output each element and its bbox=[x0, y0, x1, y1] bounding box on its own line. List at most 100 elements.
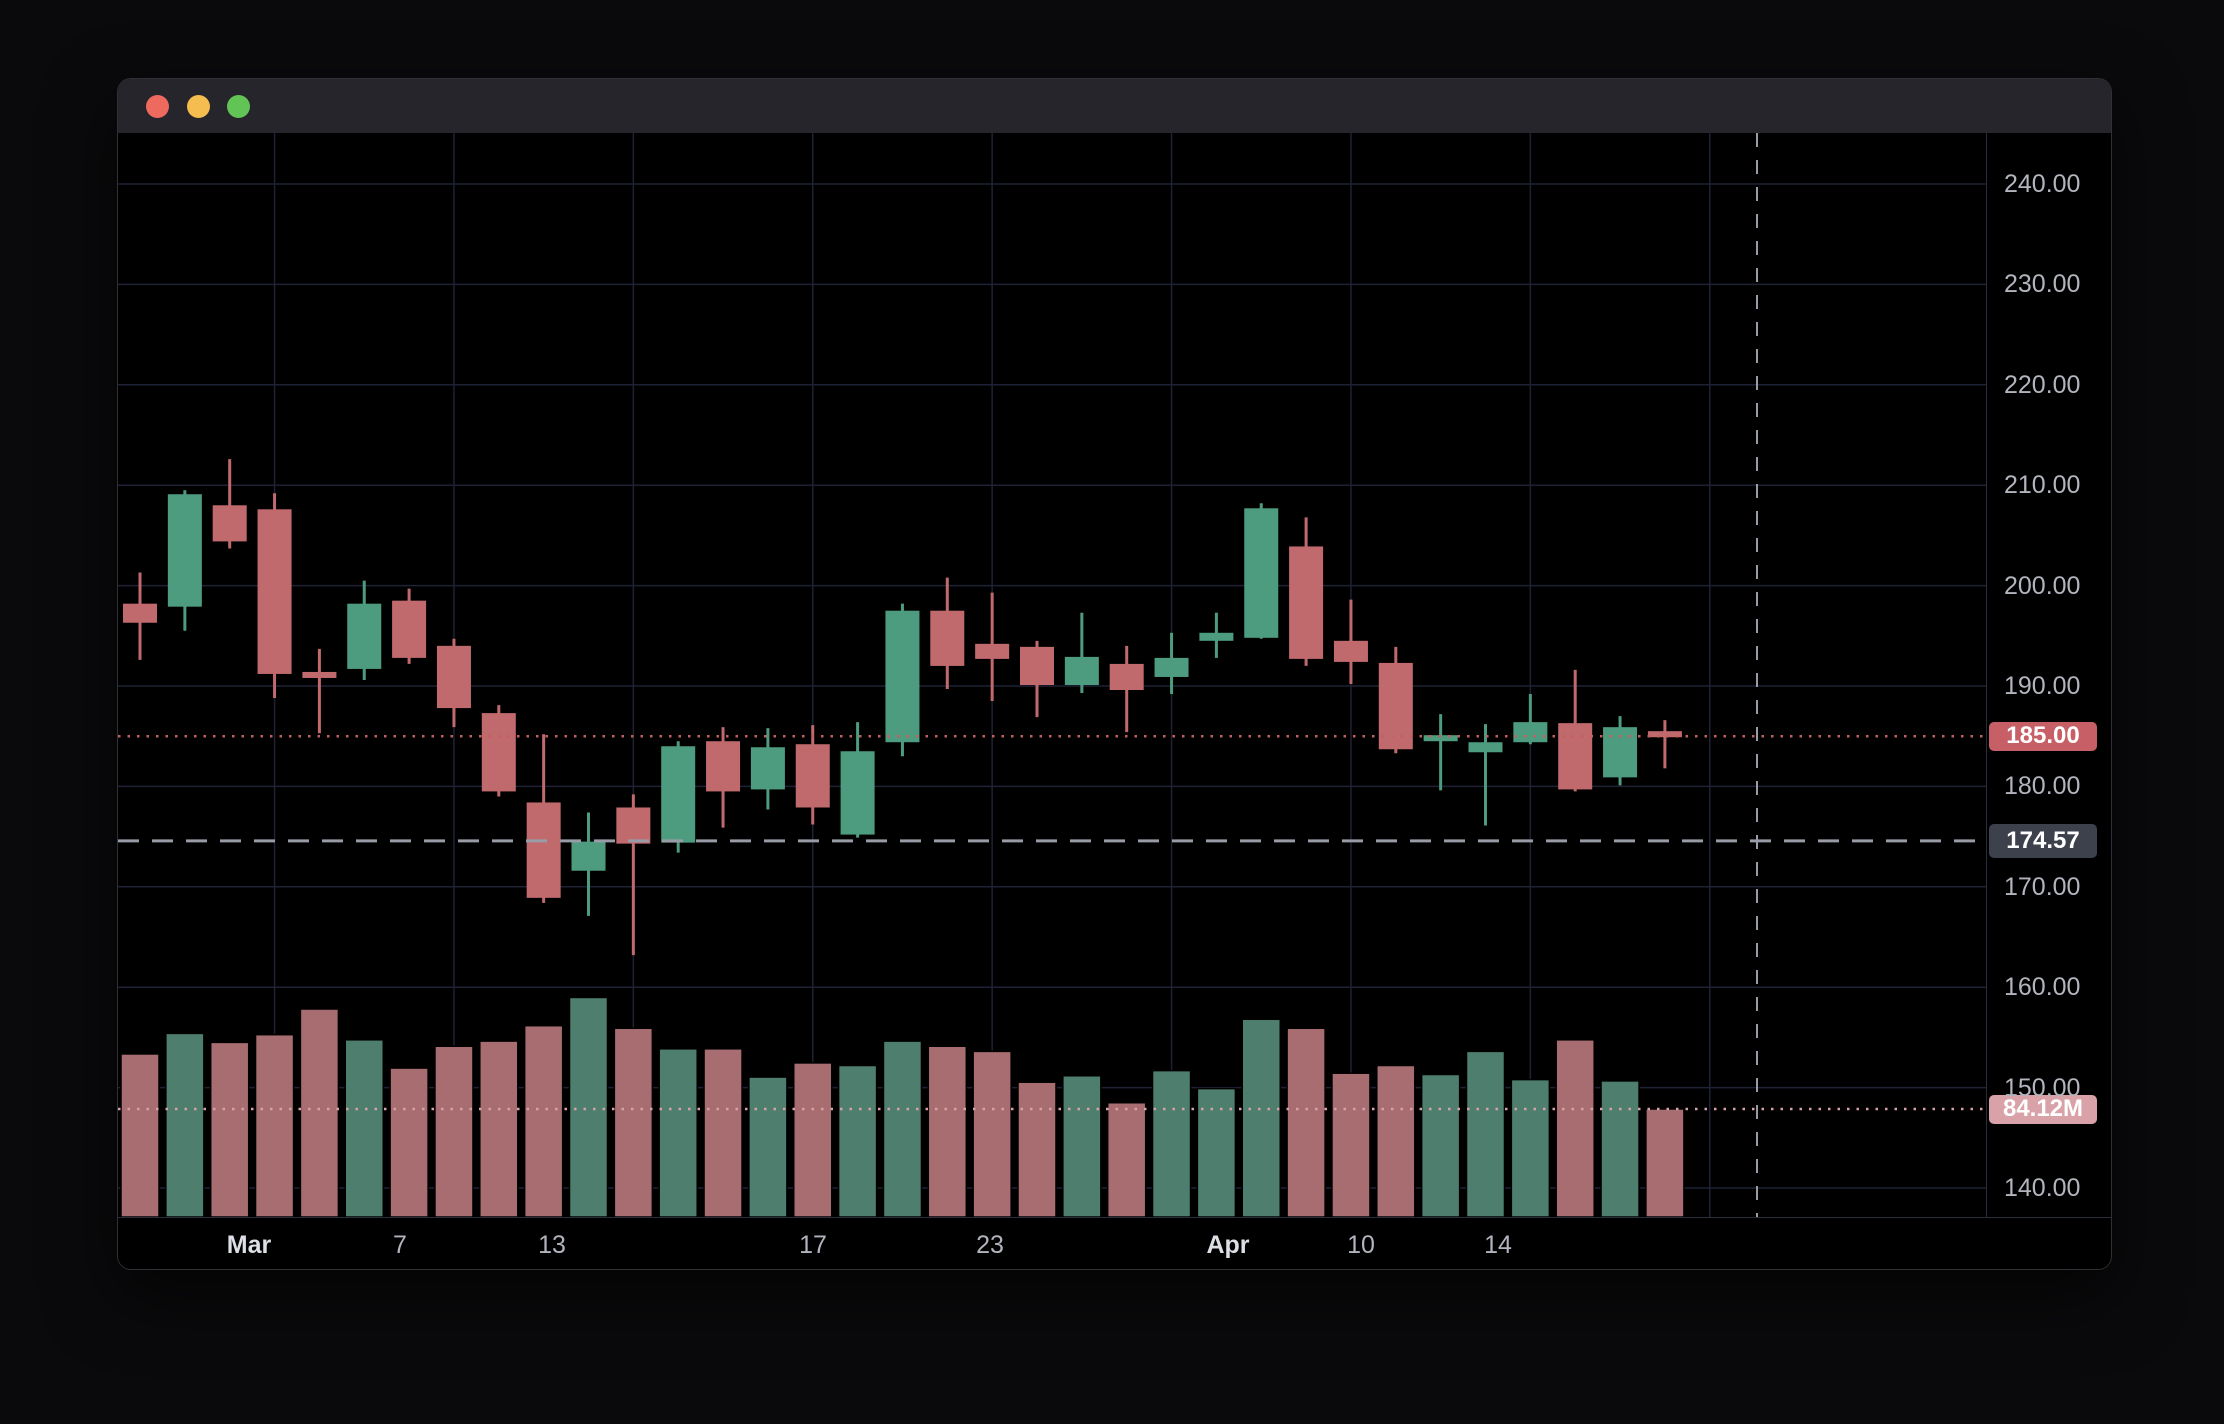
candle-body bbox=[1378, 662, 1413, 750]
price-tick-label: 210.00 bbox=[2004, 471, 2081, 500]
volume-bar bbox=[1196, 1087, 1237, 1217]
candle-body bbox=[975, 643, 1010, 659]
volume-bar bbox=[1510, 1078, 1551, 1217]
candle-body bbox=[706, 741, 741, 792]
chart-area: 185.00 174.57 84.12M 240.00 230.00 220.00 2… bbox=[118, 133, 2111, 1269]
time-tick-label: 10 bbox=[1347, 1231, 1375, 1259]
volume-bar bbox=[479, 1040, 519, 1217]
volume-bar bbox=[1062, 1075, 1102, 1217]
volume-bar bbox=[1331, 1072, 1371, 1217]
volume-bar bbox=[299, 1008, 340, 1217]
volume-bar bbox=[344, 1039, 384, 1217]
price-tick-label: 170.00 bbox=[2004, 872, 2081, 901]
candle-body bbox=[571, 841, 606, 871]
time-tick-label: Apr bbox=[1206, 1231, 1250, 1259]
window-titlebar[interactable] bbox=[118, 79, 2111, 133]
volume-bar bbox=[1420, 1073, 1461, 1217]
volume-bar bbox=[837, 1064, 878, 1217]
time-tick-label: Mar bbox=[226, 1231, 272, 1259]
maximize-button[interactable] bbox=[227, 95, 250, 118]
volume-bar bbox=[1645, 1108, 1685, 1217]
volume-bar bbox=[658, 1048, 698, 1217]
volume-bar bbox=[568, 996, 609, 1217]
candle-body bbox=[1333, 640, 1368, 662]
price-tick-label: 150.00 bbox=[2004, 1073, 2081, 1102]
candle-body bbox=[347, 603, 382, 669]
current-price-badge: 185.00 bbox=[1989, 721, 2097, 751]
candle-body bbox=[750, 747, 785, 790]
candle-body bbox=[1558, 723, 1593, 790]
volume-bar bbox=[882, 1040, 923, 1217]
candle-body bbox=[1199, 632, 1234, 641]
volume-bar bbox=[389, 1067, 429, 1217]
time-tick-label: 7 bbox=[393, 1231, 407, 1259]
candle-body bbox=[1423, 735, 1458, 742]
candle-body bbox=[840, 751, 875, 835]
volume-bar bbox=[1151, 1069, 1192, 1217]
volume-bar bbox=[748, 1076, 788, 1217]
price-tick-label: 160.00 bbox=[2004, 973, 2081, 1002]
candle-body bbox=[123, 603, 157, 623]
candle-body bbox=[616, 807, 651, 844]
time-tick-label: 23 bbox=[976, 1231, 1004, 1259]
volume-bar bbox=[1106, 1101, 1147, 1217]
price-tick-label: 220.00 bbox=[2004, 370, 2081, 399]
candle-body bbox=[257, 509, 292, 674]
price-tick-label: 190.00 bbox=[2004, 672, 2081, 700]
volume-bar bbox=[434, 1045, 474, 1217]
volume-bar bbox=[1465, 1050, 1506, 1217]
volume-bar bbox=[1600, 1080, 1640, 1217]
time-axis[interactable]: Mar 7 13 17 23 Apr 10 14 bbox=[118, 1217, 2111, 1269]
price-tick-label: 240.00 bbox=[2004, 170, 2081, 198]
time-tick-label: 17 bbox=[799, 1231, 827, 1259]
candle-body bbox=[1244, 508, 1279, 638]
app-window: 185.00 174.57 84.12M 240.00 230.00 220.00 2… bbox=[117, 78, 2112, 1270]
candle-body bbox=[885, 610, 920, 743]
volume-bar bbox=[1286, 1027, 1326, 1217]
volume-bar bbox=[927, 1045, 968, 1217]
candle-body bbox=[1603, 727, 1638, 778]
volume-bar bbox=[613, 1027, 654, 1217]
crosshair-price-badge: 174.57 bbox=[1989, 823, 2097, 858]
candle-body bbox=[1289, 546, 1324, 659]
price-tick-label: 140.00 bbox=[2004, 1174, 2081, 1202]
candle-body bbox=[1513, 722, 1548, 743]
candle-body bbox=[212, 505, 247, 542]
candle-body bbox=[1647, 731, 1682, 738]
volume-bar bbox=[1376, 1064, 1416, 1217]
candle-body bbox=[1064, 656, 1099, 685]
volume-bar bbox=[165, 1032, 205, 1217]
price-tick-label: 180.00 bbox=[2004, 772, 2081, 801]
candle-body bbox=[526, 802, 561, 898]
candle-body bbox=[167, 494, 202, 607]
volume-bar bbox=[1555, 1039, 1595, 1217]
candlestick-chart[interactable] bbox=[118, 133, 1986, 1217]
candle-body bbox=[795, 744, 830, 808]
candle-body bbox=[930, 610, 965, 666]
time-tick-label: 14 bbox=[1484, 1231, 1512, 1259]
price-tick-label: 200.00 bbox=[2004, 571, 2081, 600]
volume-bar bbox=[1017, 1081, 1057, 1217]
volume-bar bbox=[523, 1024, 564, 1217]
price-axis[interactable]: 185.00 174.57 84.12M 240.00 230.00 220.00 2… bbox=[1986, 133, 2111, 1217]
candle-body bbox=[1109, 663, 1144, 691]
candle-body bbox=[302, 671, 337, 678]
volume-bar bbox=[703, 1048, 743, 1217]
minimize-button[interactable] bbox=[187, 95, 210, 118]
candle-body bbox=[481, 713, 516, 792]
candle-body bbox=[1468, 742, 1503, 753]
volume-bar bbox=[209, 1041, 250, 1217]
current-volume-badge: 84.12M bbox=[1989, 1094, 2097, 1124]
time-tick-label: 13 bbox=[538, 1231, 566, 1259]
candle-body bbox=[1020, 646, 1054, 685]
volume-bar bbox=[793, 1062, 833, 1217]
price-tick-label: 230.00 bbox=[2004, 270, 2081, 299]
candle-body bbox=[661, 746, 696, 843]
volume-bar bbox=[972, 1050, 1012, 1217]
volume-bar bbox=[254, 1033, 295, 1217]
candle-body bbox=[436, 645, 471, 709]
candle-body bbox=[1154, 657, 1189, 677]
candle-body bbox=[392, 600, 427, 658]
close-button[interactable] bbox=[146, 95, 169, 118]
volume-bar bbox=[1241, 1018, 1281, 1217]
